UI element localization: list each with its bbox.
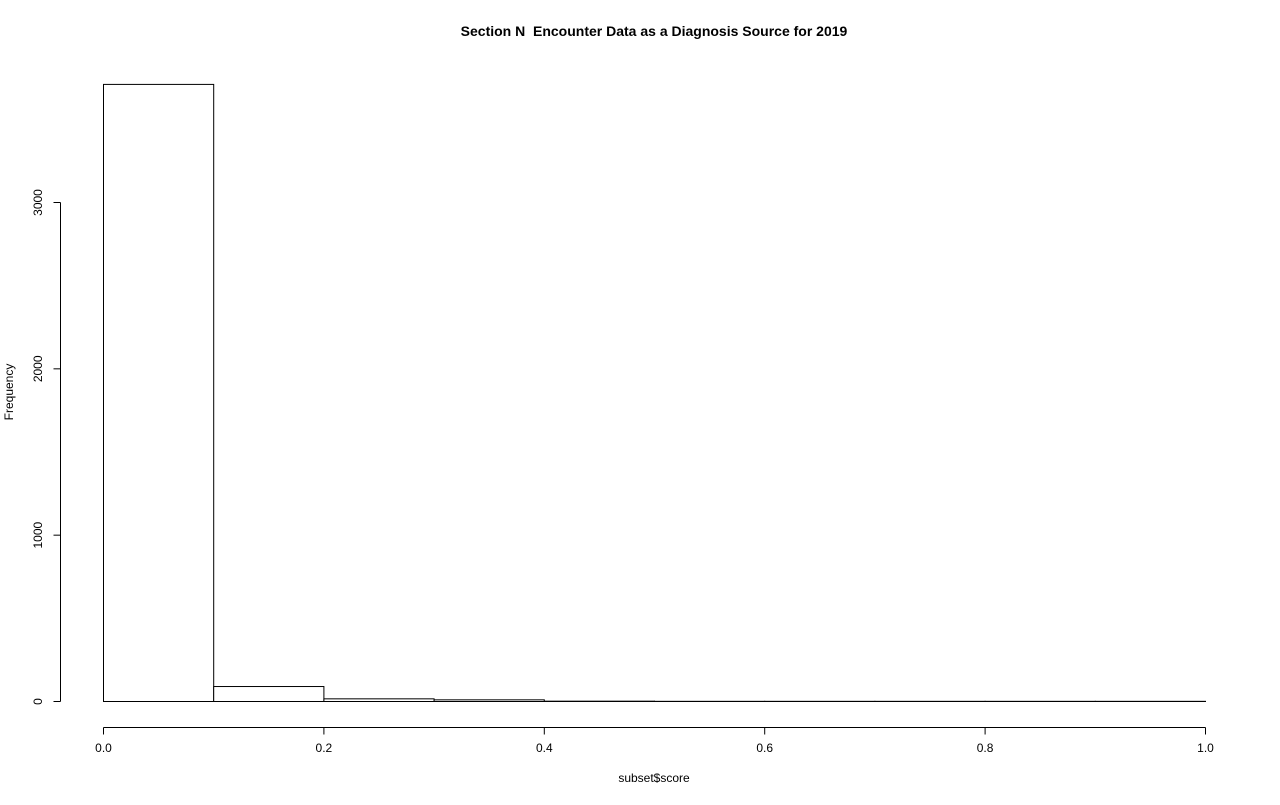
histogram-bar bbox=[104, 84, 214, 701]
y-tick-label: 3000 bbox=[31, 189, 45, 216]
histogram-bar bbox=[434, 700, 544, 702]
x-tick-label: 1.0 bbox=[1197, 741, 1214, 755]
x-axis-label: subset$score bbox=[618, 771, 690, 785]
y-tick-label: 0 bbox=[31, 698, 45, 705]
y-axis: 0 1000 2000 3000 bbox=[31, 189, 61, 705]
x-tick-label: 0.6 bbox=[756, 741, 773, 755]
x-axis: 0.0 0.2 0.4 0.6 0.8 1.0 bbox=[95, 728, 1214, 756]
histogram-bar bbox=[214, 687, 324, 702]
x-tick-label: 0.4 bbox=[536, 741, 553, 755]
x-tick-label: 0.2 bbox=[316, 741, 333, 755]
histogram-bars bbox=[104, 84, 1206, 701]
x-tick-label: 0.0 bbox=[95, 741, 112, 755]
histogram-bar bbox=[324, 699, 434, 702]
chart-title: Section N Encounter Data as a Diagnosis … bbox=[461, 23, 848, 39]
y-tick-label: 1000 bbox=[31, 521, 45, 548]
y-axis-label: Frequency bbox=[2, 364, 16, 421]
x-tick-label: 0.8 bbox=[977, 741, 994, 755]
y-tick-label: 2000 bbox=[31, 355, 45, 382]
